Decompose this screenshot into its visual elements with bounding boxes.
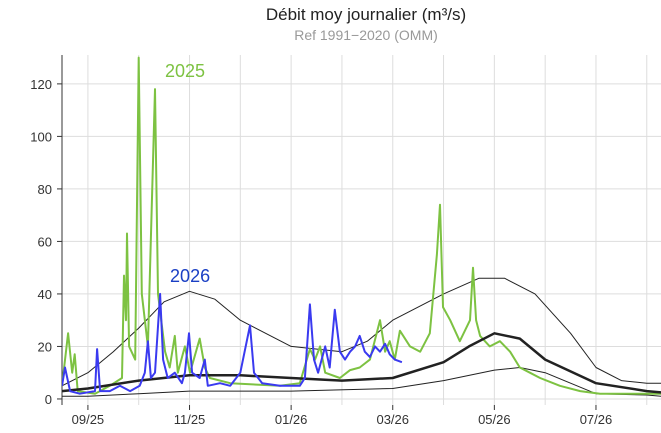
- series-label: 2026: [170, 266, 210, 286]
- x-tick-label: 09/25: [72, 412, 105, 427]
- y-tick-label: 120: [30, 77, 52, 92]
- y-tick-label: 0: [45, 392, 52, 407]
- series-label: 2025: [165, 61, 205, 81]
- series-line: [62, 56, 661, 395]
- y-tick-label: 20: [38, 339, 52, 354]
- x-tick-label: 03/26: [376, 412, 409, 427]
- series-line: [62, 277, 661, 387]
- x-tick-label: 01/26: [275, 412, 308, 427]
- y-tick-label: 60: [38, 234, 52, 249]
- x-tick-label: 07/26: [580, 412, 613, 427]
- series-line: [62, 332, 661, 394]
- x-tick-label: 05/26: [478, 412, 511, 427]
- y-tick-label: 40: [38, 287, 52, 302]
- series-line: [62, 292, 403, 395]
- chart-title: Débit moy journalier (m³/s): [266, 5, 466, 24]
- chart-subtitle: Ref 1991−2020 (OMM): [294, 27, 438, 43]
- y-tick-label: 100: [30, 129, 52, 144]
- x-tick-label: 11/25: [174, 412, 206, 427]
- y-tick-label: 80: [38, 182, 52, 197]
